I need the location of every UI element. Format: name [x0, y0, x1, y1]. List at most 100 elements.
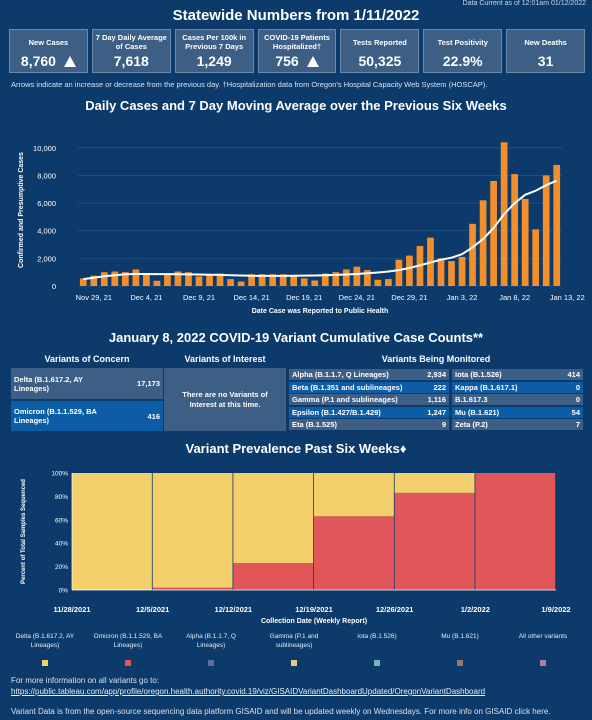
stat-tile: Test Positivity 22.9%: [423, 29, 503, 73]
legend-swatch: [125, 660, 131, 666]
case-bar: [395, 259, 403, 286]
case-bar: [437, 258, 445, 286]
x-tick-label: Jan 8, 22: [499, 293, 530, 302]
x-tick-label: Dec 4, 21: [130, 293, 162, 302]
legend-label: Mu (B.1.621): [441, 633, 479, 640]
legend-swatch: [208, 660, 214, 666]
variant-name: Gamma (P.1 and sublineages): [292, 395, 398, 404]
case-bar: [216, 273, 224, 286]
case-bar: [532, 229, 540, 286]
stat-number: 50,325: [358, 53, 402, 69]
stat-value: 7,618: [114, 53, 149, 69]
stat-value: 8,760: [21, 53, 76, 69]
legend-label: Omicron (B.1.1.529, BA Lineages): [93, 633, 163, 649]
case-bar: [111, 271, 119, 286]
legend-swatch: [540, 660, 546, 666]
case-bar: [79, 278, 87, 286]
stat-value: 50,325: [358, 53, 401, 69]
variant-counts-title: January 8, 2022 COVID-19 Variant Cumulat…: [108, 330, 484, 345]
table-row: Delta (B.1.617.2, AY Lineages) 17,173: [11, 368, 163, 399]
stat-value: 1,249: [197, 53, 232, 69]
stat-number: 31: [537, 53, 554, 69]
case-bar: [342, 269, 350, 286]
stat-value: 31: [538, 53, 554, 69]
omicron-segment: [475, 473, 556, 590]
x-tick-label: Dec 14, 21: [233, 293, 269, 302]
table-row: Eta (B.1.525) 9: [289, 419, 449, 430]
y-tick-label: 60%: [55, 517, 68, 524]
stat-tile: Cases Per 100k in Previous 7 Days 1,249: [174, 29, 254, 73]
delta-segment: [152, 473, 233, 588]
x-tick-label: Dec 24, 21: [339, 293, 375, 302]
variants-dashboard-link[interactable]: https://public.tableau.com/app/profile/o…: [11, 687, 486, 696]
x-tick-label: Nov 29, 21: [76, 293, 112, 302]
stat-number: 756: [275, 53, 299, 69]
case-bar: [121, 272, 129, 286]
case-bar: [458, 256, 466, 286]
case-bar: [374, 279, 382, 286]
table-row: Alpha (B.1.1.7, Q Lineages) 2,934: [289, 369, 449, 380]
legend-swatch: [457, 660, 463, 666]
variant-count: 0: [575, 382, 580, 392]
y-tick-label: 80%: [55, 494, 68, 501]
cases-chart: 0 2,000 4,000 6,000 8,000 10,000 Nov 29, 21 Dec…: [18, 142, 585, 315]
case-bar: [321, 273, 329, 286]
case-bar: [385, 279, 392, 286]
case-bar: [363, 270, 371, 286]
variants-of-interest-message: There are no Variants of Interest at thi…: [164, 368, 286, 431]
variant-count: 414: [567, 370, 580, 379]
x-tick-label: Dec 29, 21: [391, 293, 427, 302]
stat-number: 8,760: [20, 53, 56, 69]
table-row: Mu (B.1.621) 54: [452, 406, 583, 418]
case-bar: [511, 174, 519, 286]
variant-count: 7: [575, 420, 580, 429]
variant-name: Eta (B.1.525): [292, 420, 338, 429]
case-bar: [406, 255, 413, 286]
y-tick-label: 0%: [59, 588, 69, 595]
stat-tile: New Deaths 31: [506, 29, 586, 73]
case-bar: [185, 272, 192, 286]
y-axis-label: Percent of Total Samples Sequenced: [21, 479, 27, 584]
omicron-segment: [233, 563, 314, 590]
delta-segment: [394, 473, 475, 493]
case-bar: [258, 274, 266, 286]
y-tick-label: 2,000: [37, 254, 56, 263]
x-axis-label: Date Case was Reported to Public Health: [252, 308, 389, 315]
variant-name: Omicron (B.1.1.529, BA Lineages): [14, 407, 97, 425]
variant-count: 1,116: [427, 395, 446, 404]
case-bar: [300, 278, 308, 286]
case-bar: [448, 261, 455, 286]
y-tick-label: 100%: [51, 471, 68, 478]
y-tick-label: 4,000: [37, 227, 56, 236]
case-bar: [479, 200, 487, 286]
x-tick-label: 11/28/2021: [53, 605, 90, 614]
stat-label: COVID-19 Patients Hospitalized†: [264, 33, 330, 51]
case-bar: [132, 269, 140, 286]
variant-name: Epsilon (B.1.427/B.1.429): [292, 407, 381, 417]
case-bar: [542, 175, 550, 286]
case-bar: [521, 198, 529, 286]
variant-name: Beta (B.1.351 and sublineages): [292, 382, 403, 392]
stat-number: 22.9%: [442, 53, 483, 69]
moving-average-line: [83, 179, 558, 281]
legend-label: Delta (B.1.617.2, AY Lineages): [15, 633, 75, 649]
x-tick-label: 12/12/2021: [215, 605, 253, 614]
delta-segment: [233, 473, 314, 564]
variant-name: Iota (B.1.526): [455, 370, 502, 379]
y-tick-label: 0: [52, 282, 56, 291]
case-bar: [174, 271, 182, 286]
delta-segment: [72, 473, 152, 590]
legend-label: All other variants: [518, 633, 568, 640]
legend-label: Alpha (B.1.1.7, Q Lineages): [186, 633, 236, 649]
x-tick-label: Dec 19, 21: [286, 293, 322, 302]
statewide-stats: New Cases 8,760 7 Day Daily Average of Ca…: [9, 29, 586, 73]
table-row: Epsilon (B.1.427/B.1.429) 1,247: [289, 406, 449, 418]
case-bar: [490, 180, 497, 286]
prevalence-chart: 0% 20% 40% 60% 80% 100% 11/28/2021 12/5/2021 12/…: [21, 471, 571, 626]
stat-label: New Deaths: [524, 37, 567, 47]
variants-monitored-header: Variants Being Monitored: [381, 354, 491, 364]
y-axis-label: Confirmed and Presumptive Cases: [18, 152, 25, 268]
x-tick-label: 12/5/2021: [136, 605, 169, 614]
table-row: Omicron (B.1.1.529, BA Lineages) 416: [11, 401, 163, 431]
prevalence-chart-title: Variant Prevalence Past Six Weeks♦: [185, 441, 407, 456]
